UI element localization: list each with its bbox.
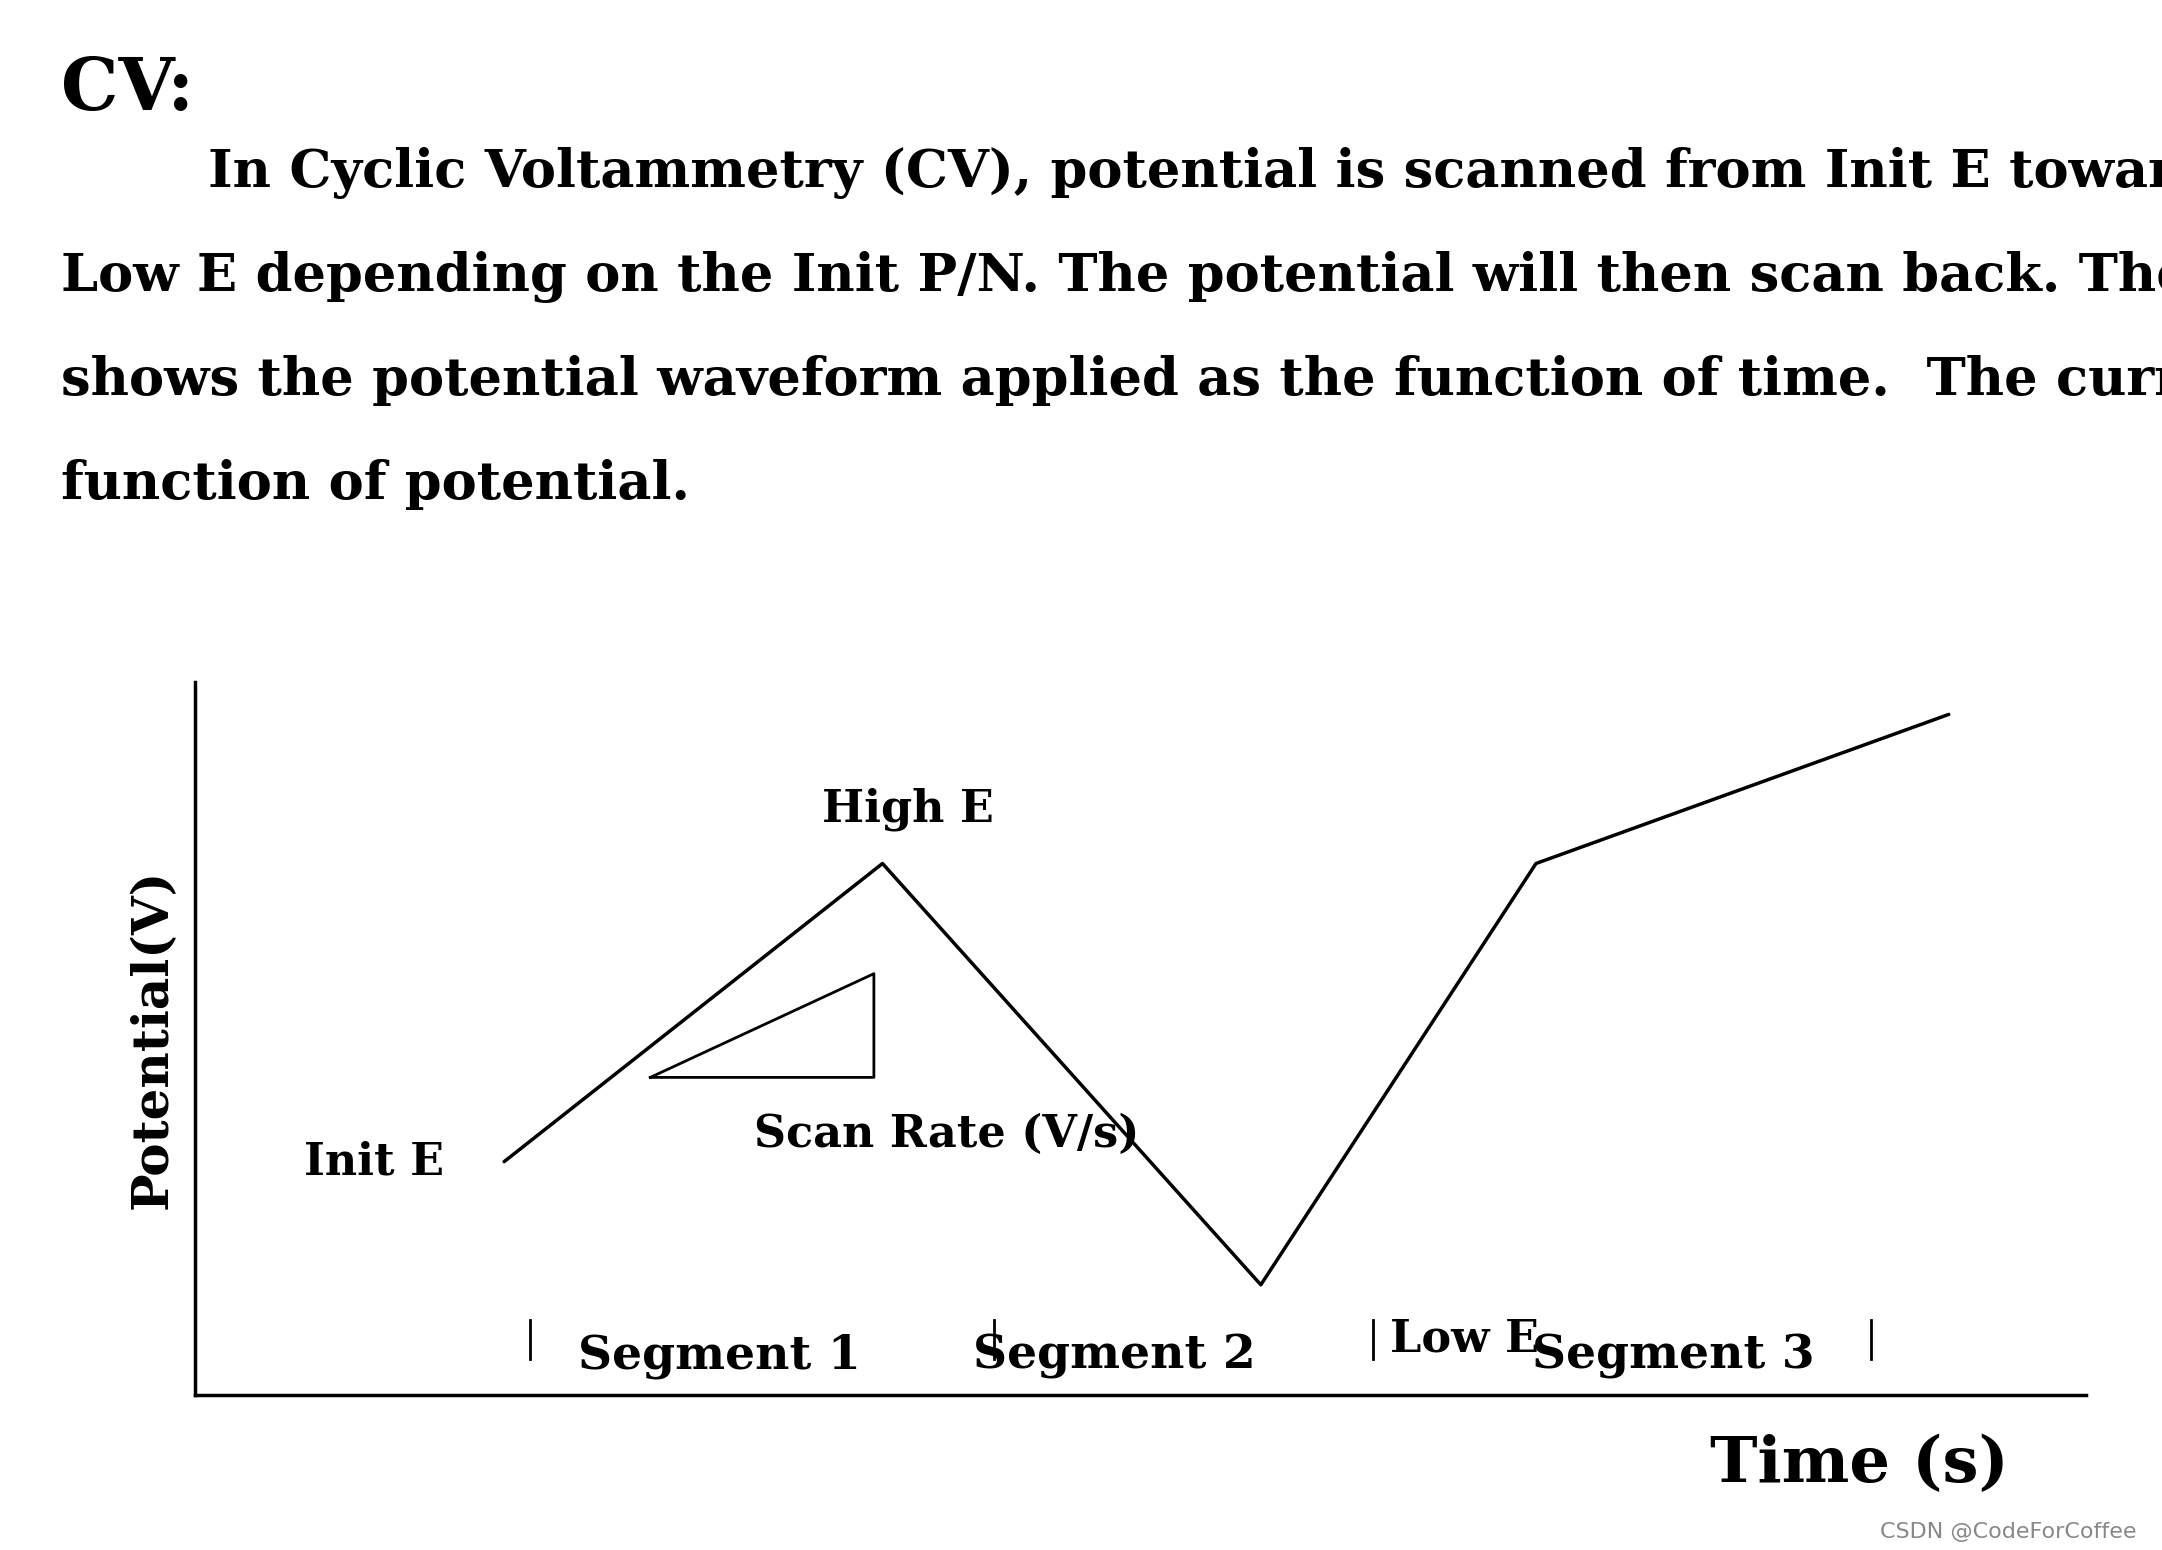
Text: CSDN @CodeForCoffee: CSDN @CodeForCoffee: [1879, 1522, 2136, 1542]
Y-axis label: Potential(V): Potential(V): [130, 868, 177, 1209]
Text: In Cyclic Voltammetry (CV), potential is scanned from Init E toward either High : In Cyclic Voltammetry (CV), potential is…: [61, 147, 2162, 200]
Text: Segment 3: Segment 3: [1533, 1333, 1814, 1380]
Text: Time (s): Time (s): [1710, 1434, 2008, 1496]
Text: Low E depending on the Init P/N. The potential will then scan back. The followin: Low E depending on the Init P/N. The pot…: [61, 251, 2162, 304]
Text: shows the potential waveform applied as the function of time.  The current is re: shows the potential waveform applied as …: [61, 355, 2162, 406]
Text: function of potential.: function of potential.: [61, 459, 690, 510]
Text: Scan Rate (V/s): Scan Rate (V/s): [755, 1113, 1139, 1156]
Text: Segment 1: Segment 1: [577, 1333, 860, 1380]
Text: Segment 2: Segment 2: [973, 1333, 1256, 1380]
Text: Init E: Init E: [305, 1141, 443, 1183]
Text: CV:: CV:: [61, 54, 195, 126]
Text: Low E: Low E: [1390, 1318, 1539, 1361]
Text: High E: High E: [822, 787, 995, 831]
